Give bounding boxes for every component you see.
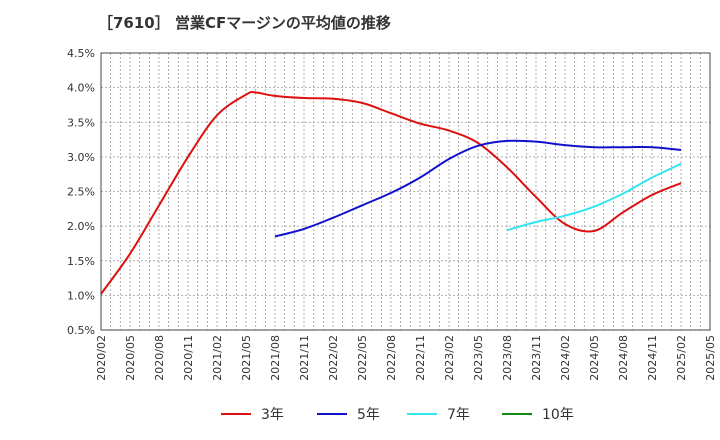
x-tick-label: 2024/02 bbox=[559, 335, 572, 381]
y-tick-label: 2.0% bbox=[67, 220, 95, 233]
x-tick-label: 2025/02 bbox=[675, 335, 688, 381]
line-chart: 0.5% 1.0% 1.5% 2.0% 2.5% 3.0% 3.5% 4.0% 4.5% 202… bbox=[67, 47, 717, 381]
x-axis-ticks: 2020/02 2020/05 2020/08 2020/11 2021/02 2021/… bbox=[95, 335, 717, 381]
series-line-0 bbox=[100, 90, 682, 295]
x-tick-label: 2025/05 bbox=[704, 335, 717, 381]
y-tick-label: 2.5% bbox=[67, 186, 95, 199]
legend-label: 7年 bbox=[447, 407, 470, 423]
x-tick-label: 2021/02 bbox=[211, 335, 224, 381]
x-tick-label: 2022/05 bbox=[356, 335, 369, 381]
legend-swatch bbox=[502, 413, 532, 415]
plot-frame bbox=[100, 52, 711, 331]
series-lines bbox=[100, 90, 682, 295]
x-tick-label: 2021/11 bbox=[298, 335, 311, 381]
x-tick-label: 2022/08 bbox=[385, 335, 398, 381]
legend-swatch bbox=[317, 413, 347, 415]
x-tick-label: 2020/02 bbox=[95, 335, 108, 381]
y-tick-label: 3.0% bbox=[67, 151, 95, 164]
x-tick-label: 2022/11 bbox=[414, 335, 427, 381]
y-tick-label: 1.5% bbox=[67, 255, 95, 268]
y-tick-label: 3.5% bbox=[67, 116, 95, 129]
y-tick-label: 0.5% bbox=[67, 324, 95, 337]
legend-item-1: 5年 bbox=[317, 404, 380, 424]
x-tick-label: 2023/11 bbox=[530, 335, 543, 381]
legend-item-0: 3年 bbox=[221, 404, 284, 424]
x-tick-label: 2022/02 bbox=[327, 335, 340, 381]
x-tick-label: 2024/11 bbox=[646, 335, 659, 381]
legend-swatch bbox=[407, 413, 437, 415]
legend-label: 5年 bbox=[357, 407, 380, 423]
x-tick-label: 2020/05 bbox=[124, 335, 137, 381]
y-tick-label: 4.0% bbox=[67, 82, 95, 95]
y-tick-label: 4.5% bbox=[67, 47, 95, 60]
x-tick-label: 2023/08 bbox=[501, 335, 514, 381]
legend-item-3: 10年 bbox=[502, 404, 574, 424]
legend-label: 3年 bbox=[261, 407, 284, 423]
legend-item-2: 7年 bbox=[407, 404, 470, 424]
x-tick-label: 2020/11 bbox=[182, 335, 195, 381]
x-tick-label: 2021/05 bbox=[240, 335, 253, 381]
y-axis-ticks: 0.5% 1.0% 1.5% 2.0% 2.5% 3.0% 3.5% 4.0% 4.5% bbox=[67, 47, 95, 337]
legend-swatch bbox=[221, 413, 251, 415]
chart-title: ［7610］ 営業CFマージンの平均値の推移 bbox=[98, 14, 391, 32]
grid bbox=[100, 52, 711, 331]
x-tick-label: 2023/05 bbox=[472, 335, 485, 381]
legend: 3年 5年 7年 10年 bbox=[0, 402, 720, 428]
series-line-2 bbox=[506, 162, 682, 232]
x-tick-label: 2024/05 bbox=[588, 335, 601, 381]
x-tick-label: 2024/08 bbox=[617, 335, 630, 381]
x-tick-label: 2023/02 bbox=[443, 335, 456, 381]
series-line-1 bbox=[274, 139, 682, 238]
x-tick-label: 2020/08 bbox=[153, 335, 166, 381]
x-tick-label: 2021/08 bbox=[269, 335, 282, 381]
y-tick-label: 1.0% bbox=[67, 289, 95, 302]
legend-label: 10年 bbox=[542, 407, 574, 423]
